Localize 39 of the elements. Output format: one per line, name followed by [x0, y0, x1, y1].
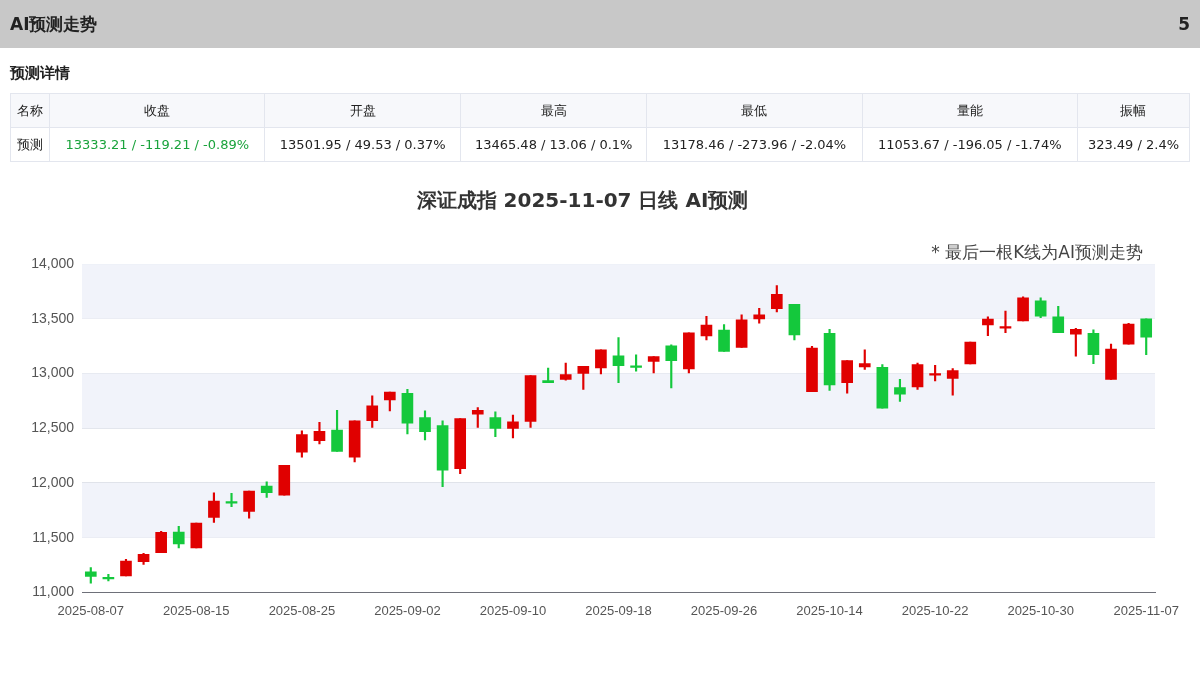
x-tick-label: 2025-09-26: [690, 602, 758, 618]
y-tick-label: 12,500: [31, 419, 75, 436]
text: 开盘: [264, 93, 461, 128]
x-tick-label: 2025-10-14: [796, 602, 863, 618]
x-tick-label: 2025-08-07: [57, 602, 125, 618]
candlestick: [225, 493, 238, 507]
text: 11053.67 / -196.05 / -1.74%: [862, 127, 1078, 162]
text: 预测: [10, 127, 50, 162]
x-tick-label: 2025-09-18: [585, 602, 652, 618]
y-tick-label: 11,500: [32, 528, 75, 545]
text: 量能: [862, 93, 1078, 128]
x-tick-label: 2025-10-30: [1007, 602, 1074, 618]
text: AI预测走势: [10, 12, 98, 36]
y-tick-label: 13,500: [31, 309, 75, 326]
text: 13501.95 / 49.53 / 0.37%: [264, 127, 461, 162]
x-tick-label: 2025-08-25: [268, 602, 336, 618]
x-tick-label: 2025-09-10: [479, 602, 547, 618]
text: 振幅: [1077, 93, 1190, 128]
candlestick: [999, 310, 1012, 333]
text: 13178.46 / -273.96 / -2.04%: [646, 127, 863, 162]
text: 收盘: [49, 93, 265, 128]
text: 预测详情: [10, 64, 71, 83]
text: 最低: [646, 93, 863, 128]
text: 最高: [460, 93, 647, 128]
x-tick-label: 2025-09-02: [374, 602, 441, 618]
text: 13333.21 / -119.21 / -0.89%: [49, 127, 265, 162]
text: 5: [1178, 14, 1190, 34]
y-tick-label: 14,000: [31, 254, 75, 271]
x-tick-label: 2025-11-07: [1113, 602, 1179, 618]
y-tick-label: 12,000: [31, 473, 75, 490]
text: 名称: [10, 93, 50, 128]
y-tick-label: 13,000: [31, 364, 75, 381]
y-tick-label: 11,000: [32, 583, 75, 600]
chart-title: 深证成指 2025-11-07 日线 AI预测: [415, 188, 749, 213]
text: 13465.48 / 13.06 / 0.1%: [460, 127, 647, 162]
x-tick-label: 2025-08-15: [163, 602, 230, 618]
text: 323.49 / 2.4%: [1077, 127, 1190, 162]
text: * 最后一根K线为AI预测走势: [931, 241, 1143, 262]
x-tick-label: 2025-10-22: [901, 602, 969, 618]
